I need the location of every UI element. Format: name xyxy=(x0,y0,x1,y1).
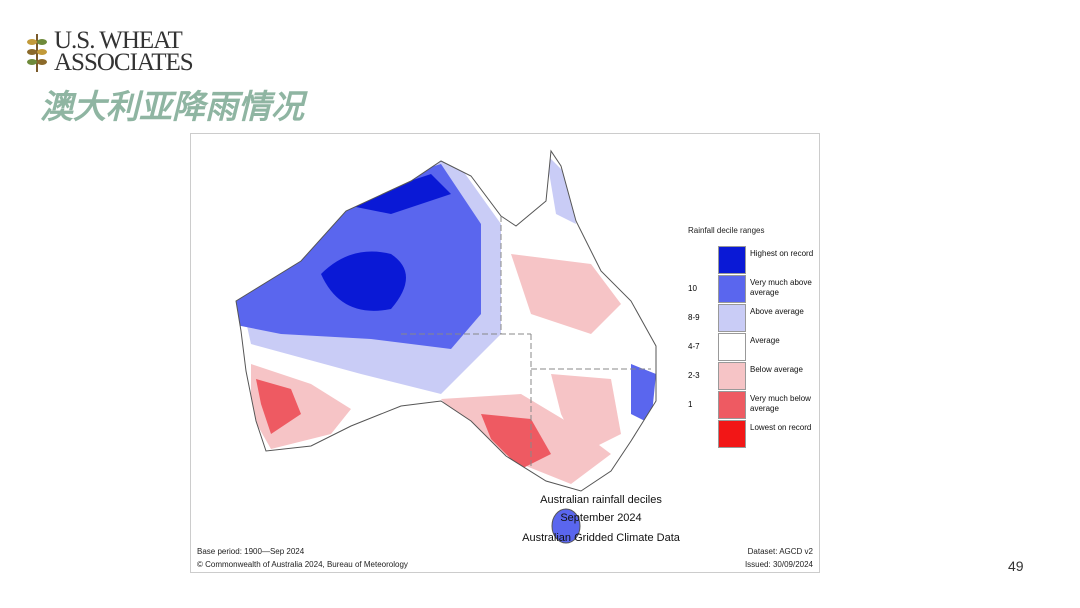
dataset: Dataset: AGCD v2 xyxy=(747,547,813,556)
caption: Australian rainfall deciles xyxy=(540,494,662,506)
legend-row: 2-3 Below average xyxy=(688,362,818,390)
logo-text: ASSOCIATES xyxy=(54,49,194,76)
caption: September 2024 xyxy=(560,512,642,524)
legend-label: Below average xyxy=(750,365,803,374)
legend-range: 10 xyxy=(688,284,697,293)
logo-text: U.S. WHEAT xyxy=(54,27,183,54)
legend-swatch xyxy=(718,275,746,303)
base-period: Base period: 1900—Sep 2024 xyxy=(197,547,305,556)
legend-label: Highest on record xyxy=(750,249,814,258)
legend-swatch xyxy=(718,362,746,390)
logo-icon xyxy=(27,34,47,72)
legend-range: 4-7 xyxy=(688,342,700,351)
legend-row: 10 Very much above average xyxy=(688,275,818,303)
legend-title: Rainfall decile ranges xyxy=(688,226,765,235)
legend-range: 2-3 xyxy=(688,371,700,380)
legend-row: 1 Very much below average xyxy=(688,391,818,419)
legend-range: 1 xyxy=(688,400,693,409)
legend-row: 4-7 Average xyxy=(688,333,818,361)
legend-row: Lowest on record xyxy=(688,420,818,448)
legend-label: Average xyxy=(750,336,780,345)
copyright: © Commonwealth of Australia 2024, Bureau… xyxy=(197,560,408,569)
legend-label: Above average xyxy=(750,307,804,316)
legend-swatch xyxy=(718,391,746,419)
slide-title: 澳大利亚降雨情况 xyxy=(40,88,304,125)
rainfall-map: Rainfall decile ranges Highest on record… xyxy=(190,133,820,573)
legend-row: 8-9 Above average xyxy=(688,304,818,332)
legend-swatch xyxy=(718,246,746,274)
caption: Australian Gridded Climate Data xyxy=(522,532,680,544)
legend-swatch xyxy=(718,420,746,448)
issued: Issued: 30/09/2024 xyxy=(744,560,813,569)
legend-label: Very much above average xyxy=(750,278,812,297)
map-graphic xyxy=(235,150,657,544)
legend: Rainfall decile ranges Highest on record… xyxy=(688,226,818,466)
legend-label: Very much below average xyxy=(750,394,811,413)
page-number: 49 xyxy=(1008,558,1024,574)
legend-swatch xyxy=(718,304,746,332)
legend-label: Lowest on record xyxy=(750,423,812,432)
legend-swatch xyxy=(718,333,746,361)
legend-range: 8-9 xyxy=(688,313,700,322)
legend-row: Highest on record xyxy=(688,246,818,274)
